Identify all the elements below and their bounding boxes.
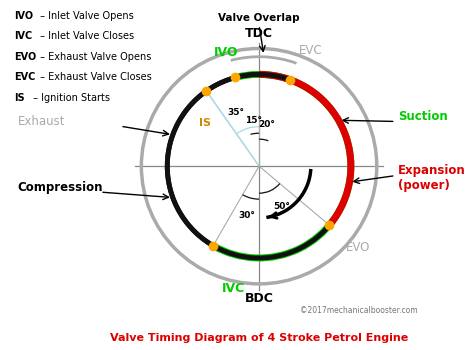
Text: – Ignition Starts: – Ignition Starts xyxy=(30,93,110,103)
Text: EVC: EVC xyxy=(14,72,36,82)
Text: 35°: 35° xyxy=(228,108,245,117)
Text: Valve Timing Diagram of 4 Stroke Petrol Engine: Valve Timing Diagram of 4 Stroke Petrol … xyxy=(110,333,408,343)
Text: IS: IS xyxy=(14,93,25,103)
Text: IVO: IVO xyxy=(214,46,238,58)
Text: – Inlet Valve Opens: – Inlet Valve Opens xyxy=(37,10,134,21)
Text: Suction: Suction xyxy=(398,110,448,123)
Text: IVC: IVC xyxy=(14,31,33,41)
Text: 30°: 30° xyxy=(238,211,255,220)
Text: – Exhaust Valve Closes: – Exhaust Valve Closes xyxy=(37,72,152,82)
Text: IVO: IVO xyxy=(14,10,33,21)
Text: Compression: Compression xyxy=(18,181,103,194)
Text: IS: IS xyxy=(199,118,211,128)
Text: Exhaust: Exhaust xyxy=(18,115,65,128)
Text: Expansion
(power): Expansion (power) xyxy=(398,164,466,192)
Text: IVC: IVC xyxy=(221,282,245,295)
Text: – Inlet Valve Closes: – Inlet Valve Closes xyxy=(37,31,134,41)
Text: EVO: EVO xyxy=(346,241,370,254)
Text: 15°: 15° xyxy=(245,116,262,125)
Text: EVC: EVC xyxy=(299,44,323,57)
Text: – Exhaust Valve Opens: – Exhaust Valve Opens xyxy=(37,52,152,62)
Text: 50°: 50° xyxy=(273,202,290,211)
Text: BDC: BDC xyxy=(245,292,273,305)
Text: ©2017mechanicalbooster.com: ©2017mechanicalbooster.com xyxy=(301,307,418,315)
Text: EVO: EVO xyxy=(14,52,36,62)
Text: 20°: 20° xyxy=(258,120,275,129)
Text: Valve Overlap: Valve Overlap xyxy=(218,13,300,23)
Text: TDC: TDC xyxy=(245,27,273,40)
